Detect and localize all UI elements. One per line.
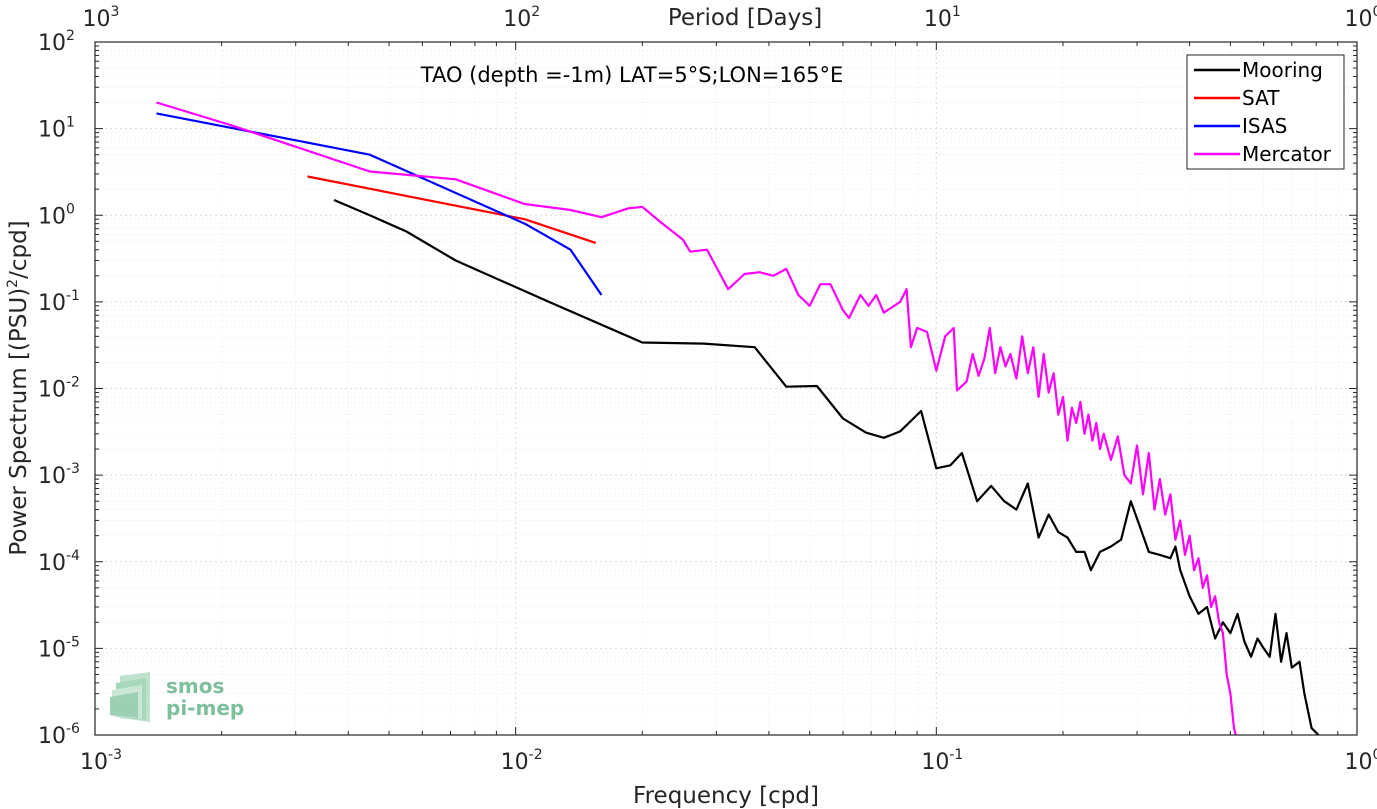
y-axis-label: Power Spectrum [(PSU)2/cpd] [5,220,32,555]
legend: Mooring SAT ISAS Mercator [1186,54,1345,170]
y-tick-label-exp: -4 [66,548,80,564]
legend-label-sat: SAT [1242,86,1280,110]
y-axis-label-main: Power Spectrum [(PSU) [6,288,32,556]
y-tick-label-exp: -3 [66,461,80,477]
x-tick-label-base: 10 [1345,750,1373,775]
period-axis-label: Period [Days] [668,5,822,31]
y-tick-label: 100 [38,201,75,229]
series-line-sat [307,175,597,244]
y-tick-label-exp: -6 [66,721,80,737]
x-tick-label-exp: -2 [529,747,543,763]
x-axis-label: Frequency [cpd] [633,783,819,809]
y-tick-label-base: 10 [38,464,66,489]
logo-text-line2: pi-mep [166,696,244,720]
x2-tick-label-base: 10 [83,7,111,32]
y-tick-label: 10-2 [38,375,80,403]
y-tick-label-base: 10 [38,551,66,576]
y-tick-label: 10-1 [38,288,80,316]
logo-text-line1: smos [166,674,224,698]
x2-tick-label: 101 [924,4,961,32]
x2-tick-label-base: 10 [1345,7,1373,32]
y-tick-label: 10-4 [38,548,80,576]
x2-tick-label-exp: 1 [952,4,961,20]
y-tick-label-base: 10 [38,291,66,316]
tick-labels: 10-310-210-110010310210110010210110010-1… [38,4,1377,775]
x2-tick-label-base: 10 [924,7,952,32]
x-tick-label-base: 10 [921,750,949,775]
y-tick-label-base: 10 [38,118,66,143]
x-tick-label-exp: 0 [1373,747,1377,763]
y-tick-label: 101 [38,115,75,143]
y-tick-label-exp: 2 [66,28,75,44]
x2-tick-label-base: 10 [503,7,531,32]
x-tick-label: 10-2 [501,747,543,775]
series-layer [156,101,1320,736]
x2-tick-label: 103 [83,4,120,32]
x-tick-label: 10-1 [921,747,963,775]
y-tick-label-exp: 0 [66,201,75,217]
y-tick-label: 10-5 [38,634,80,662]
x-tick-label: 100 [1345,747,1377,775]
smos-pi-mep-logo: smos pi-mep [110,672,244,722]
legend-label-isas: ISAS [1242,114,1287,138]
tick-marks [94,42,1357,736]
legend-label-mooring: Mooring [1242,58,1323,82]
y-tick-label: 10-3 [38,461,80,489]
y-tick-label-base: 10 [38,31,66,56]
x2-tick-label-exp: 0 [1373,4,1377,20]
y-tick-label: 10-6 [38,721,80,749]
y-tick-label-base: 10 [38,637,66,662]
series-line-isas [156,112,603,296]
y-tick-label-exp: -2 [66,375,80,391]
x-tick-label-base: 10 [501,750,529,775]
legend-box [1186,54,1345,170]
x-tick-label-exp: -3 [108,747,122,763]
y-tick-label: 102 [38,28,75,56]
y-tick-label-exp: -5 [66,634,80,650]
x2-tick-label-exp: 2 [531,4,540,20]
x-tick-label: 10-3 [80,747,122,775]
x2-tick-label: 102 [503,4,540,32]
chart-title: TAO (depth =-1m) LAT=5°S;LON=165°E [420,63,844,87]
legend-label-mercator: Mercator [1242,142,1332,166]
series-line-mercator [156,101,1237,736]
y-tick-label-base: 10 [38,724,66,749]
x-tick-label-base: 10 [80,750,108,775]
y-tick-label-base: 10 [38,204,66,229]
y-axis-label-sup: 2 [5,279,21,288]
x2-tick-label: 100 [1345,4,1377,32]
logo-emblem [110,672,150,722]
y-tick-label-base: 10 [38,378,66,403]
x-tick-label-exp: -1 [949,747,963,763]
y-tick-label-exp: -1 [66,288,80,304]
y-axis-label-tail: /cpd] [6,220,32,279]
y-tick-label-exp: 1 [66,115,75,131]
series-line-mooring [333,198,1320,736]
x2-tick-label-exp: 3 [111,4,120,20]
